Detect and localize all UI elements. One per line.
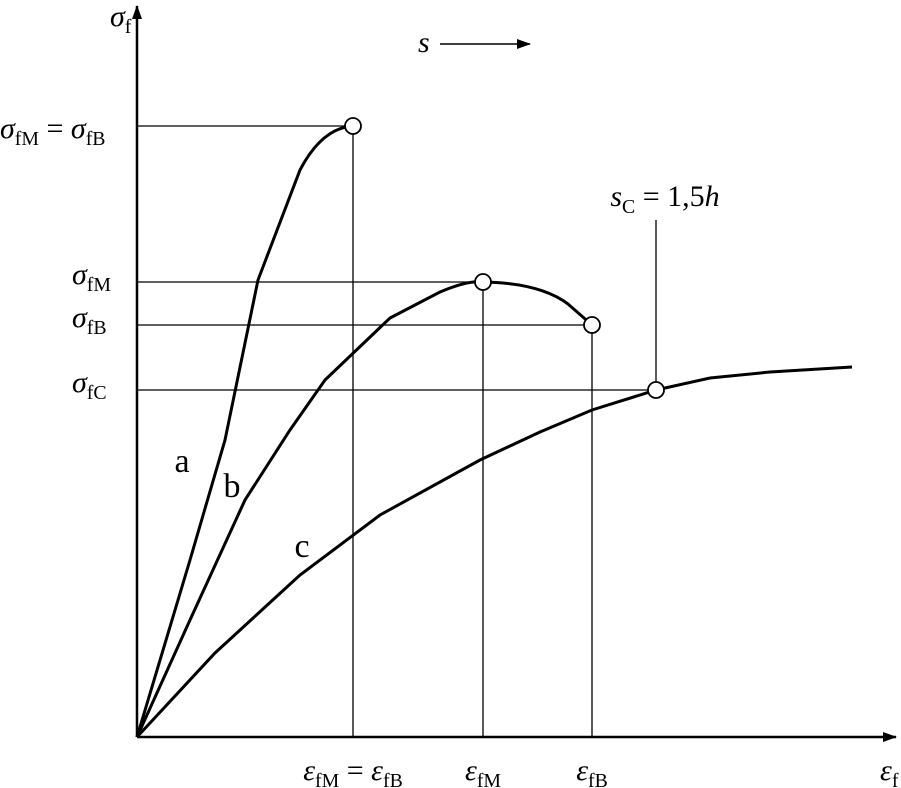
label-part: ε [303, 754, 315, 787]
label: σf [110, 0, 132, 38]
label: εfB [576, 754, 608, 788]
label-part: c [294, 528, 309, 565]
label-part: σ [110, 0, 126, 33]
label-part: fM [477, 770, 502, 788]
label-part: fM [87, 274, 112, 296]
point [647, 381, 665, 399]
label-part: f [892, 770, 899, 788]
label-part: fM [15, 128, 40, 150]
label-part: C [622, 196, 635, 218]
label: εfM [465, 754, 501, 788]
point [583, 316, 601, 334]
label-part: σ [72, 301, 88, 334]
label: sC = 1,5h [610, 180, 719, 218]
label-part: fB [588, 770, 608, 788]
label-part: a [174, 443, 189, 480]
label: σfB [72, 301, 107, 339]
reference-lines [137, 125, 657, 737]
point [344, 117, 362, 135]
label-part: σ [0, 112, 16, 145]
label: b [224, 468, 241, 505]
label-part: σ [72, 366, 88, 399]
label: s [418, 26, 430, 59]
label-part: h [705, 180, 720, 213]
label: σfC [72, 366, 107, 404]
label-part: b [224, 468, 241, 505]
label: σfM [72, 258, 111, 296]
label-part: s [418, 26, 430, 59]
curve-c [135, 365, 853, 739]
label: σfM = σfB [0, 112, 105, 150]
label-part: fB [383, 770, 403, 788]
label-part: = 1,5 [635, 180, 704, 213]
label: c [294, 528, 309, 565]
label-part: σ [71, 112, 87, 145]
label-part: fC [87, 382, 107, 404]
label-part: fB [87, 317, 107, 339]
label-part: fB [86, 128, 106, 150]
point [474, 273, 492, 291]
label-part: ε [880, 754, 892, 787]
label-part: ε [576, 754, 588, 787]
label-part: f [125, 16, 132, 38]
label-part: s [610, 180, 622, 213]
curve-a [135, 124, 354, 738]
label-part: σ [72, 258, 88, 291]
label: εf [880, 754, 899, 788]
label: a [174, 443, 189, 480]
label-part: ε [371, 754, 383, 787]
label-part: fM [315, 770, 340, 788]
label-part: = [39, 112, 71, 145]
label-part: ε [465, 754, 477, 787]
label-part: = [339, 754, 371, 787]
label: εfM = εfB [303, 754, 403, 788]
